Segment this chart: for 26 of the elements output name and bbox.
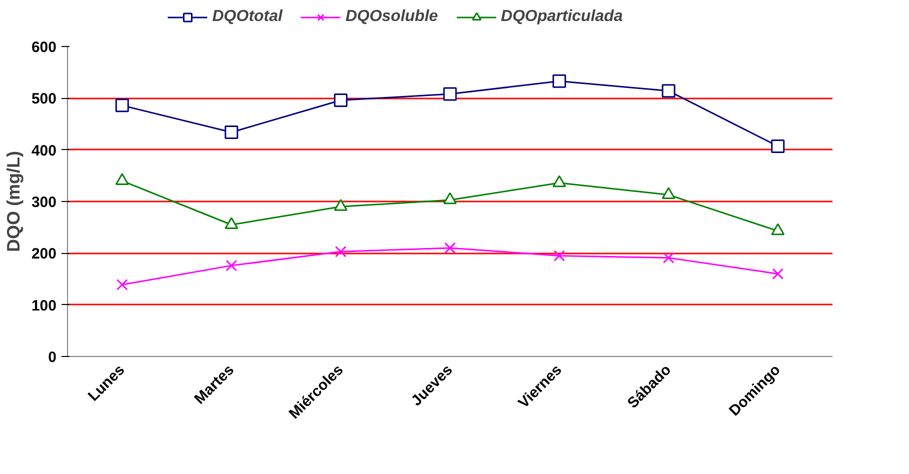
legend-label: DQOparticulada	[500, 8, 623, 26]
y-tick-label: 400	[31, 142, 57, 160]
point	[115, 173, 129, 186]
point	[116, 278, 128, 290]
y-tick-label: 600	[31, 39, 57, 56]
y-axis-title: DQO (mg/L)	[3, 150, 24, 252]
legend-label: DQOsoluble	[345, 8, 438, 26]
point	[224, 126, 238, 140]
y-tick-label: 100	[31, 297, 57, 314]
point	[443, 87, 457, 101]
legend-label: DQOtotal	[212, 8, 282, 26]
point	[772, 268, 784, 280]
point	[334, 93, 348, 107]
point	[226, 260, 238, 272]
y-tick-label: 300	[31, 194, 57, 211]
point	[335, 246, 346, 258]
point	[554, 250, 565, 262]
y-tick-label: 200	[31, 246, 57, 263]
point	[552, 74, 566, 88]
point	[444, 242, 456, 254]
y-tick-label: 500	[31, 90, 57, 108]
point	[662, 84, 676, 98]
y-tick-label: 0	[48, 349, 56, 366]
point	[662, 252, 674, 264]
point	[771, 139, 785, 153]
point	[115, 98, 129, 112]
